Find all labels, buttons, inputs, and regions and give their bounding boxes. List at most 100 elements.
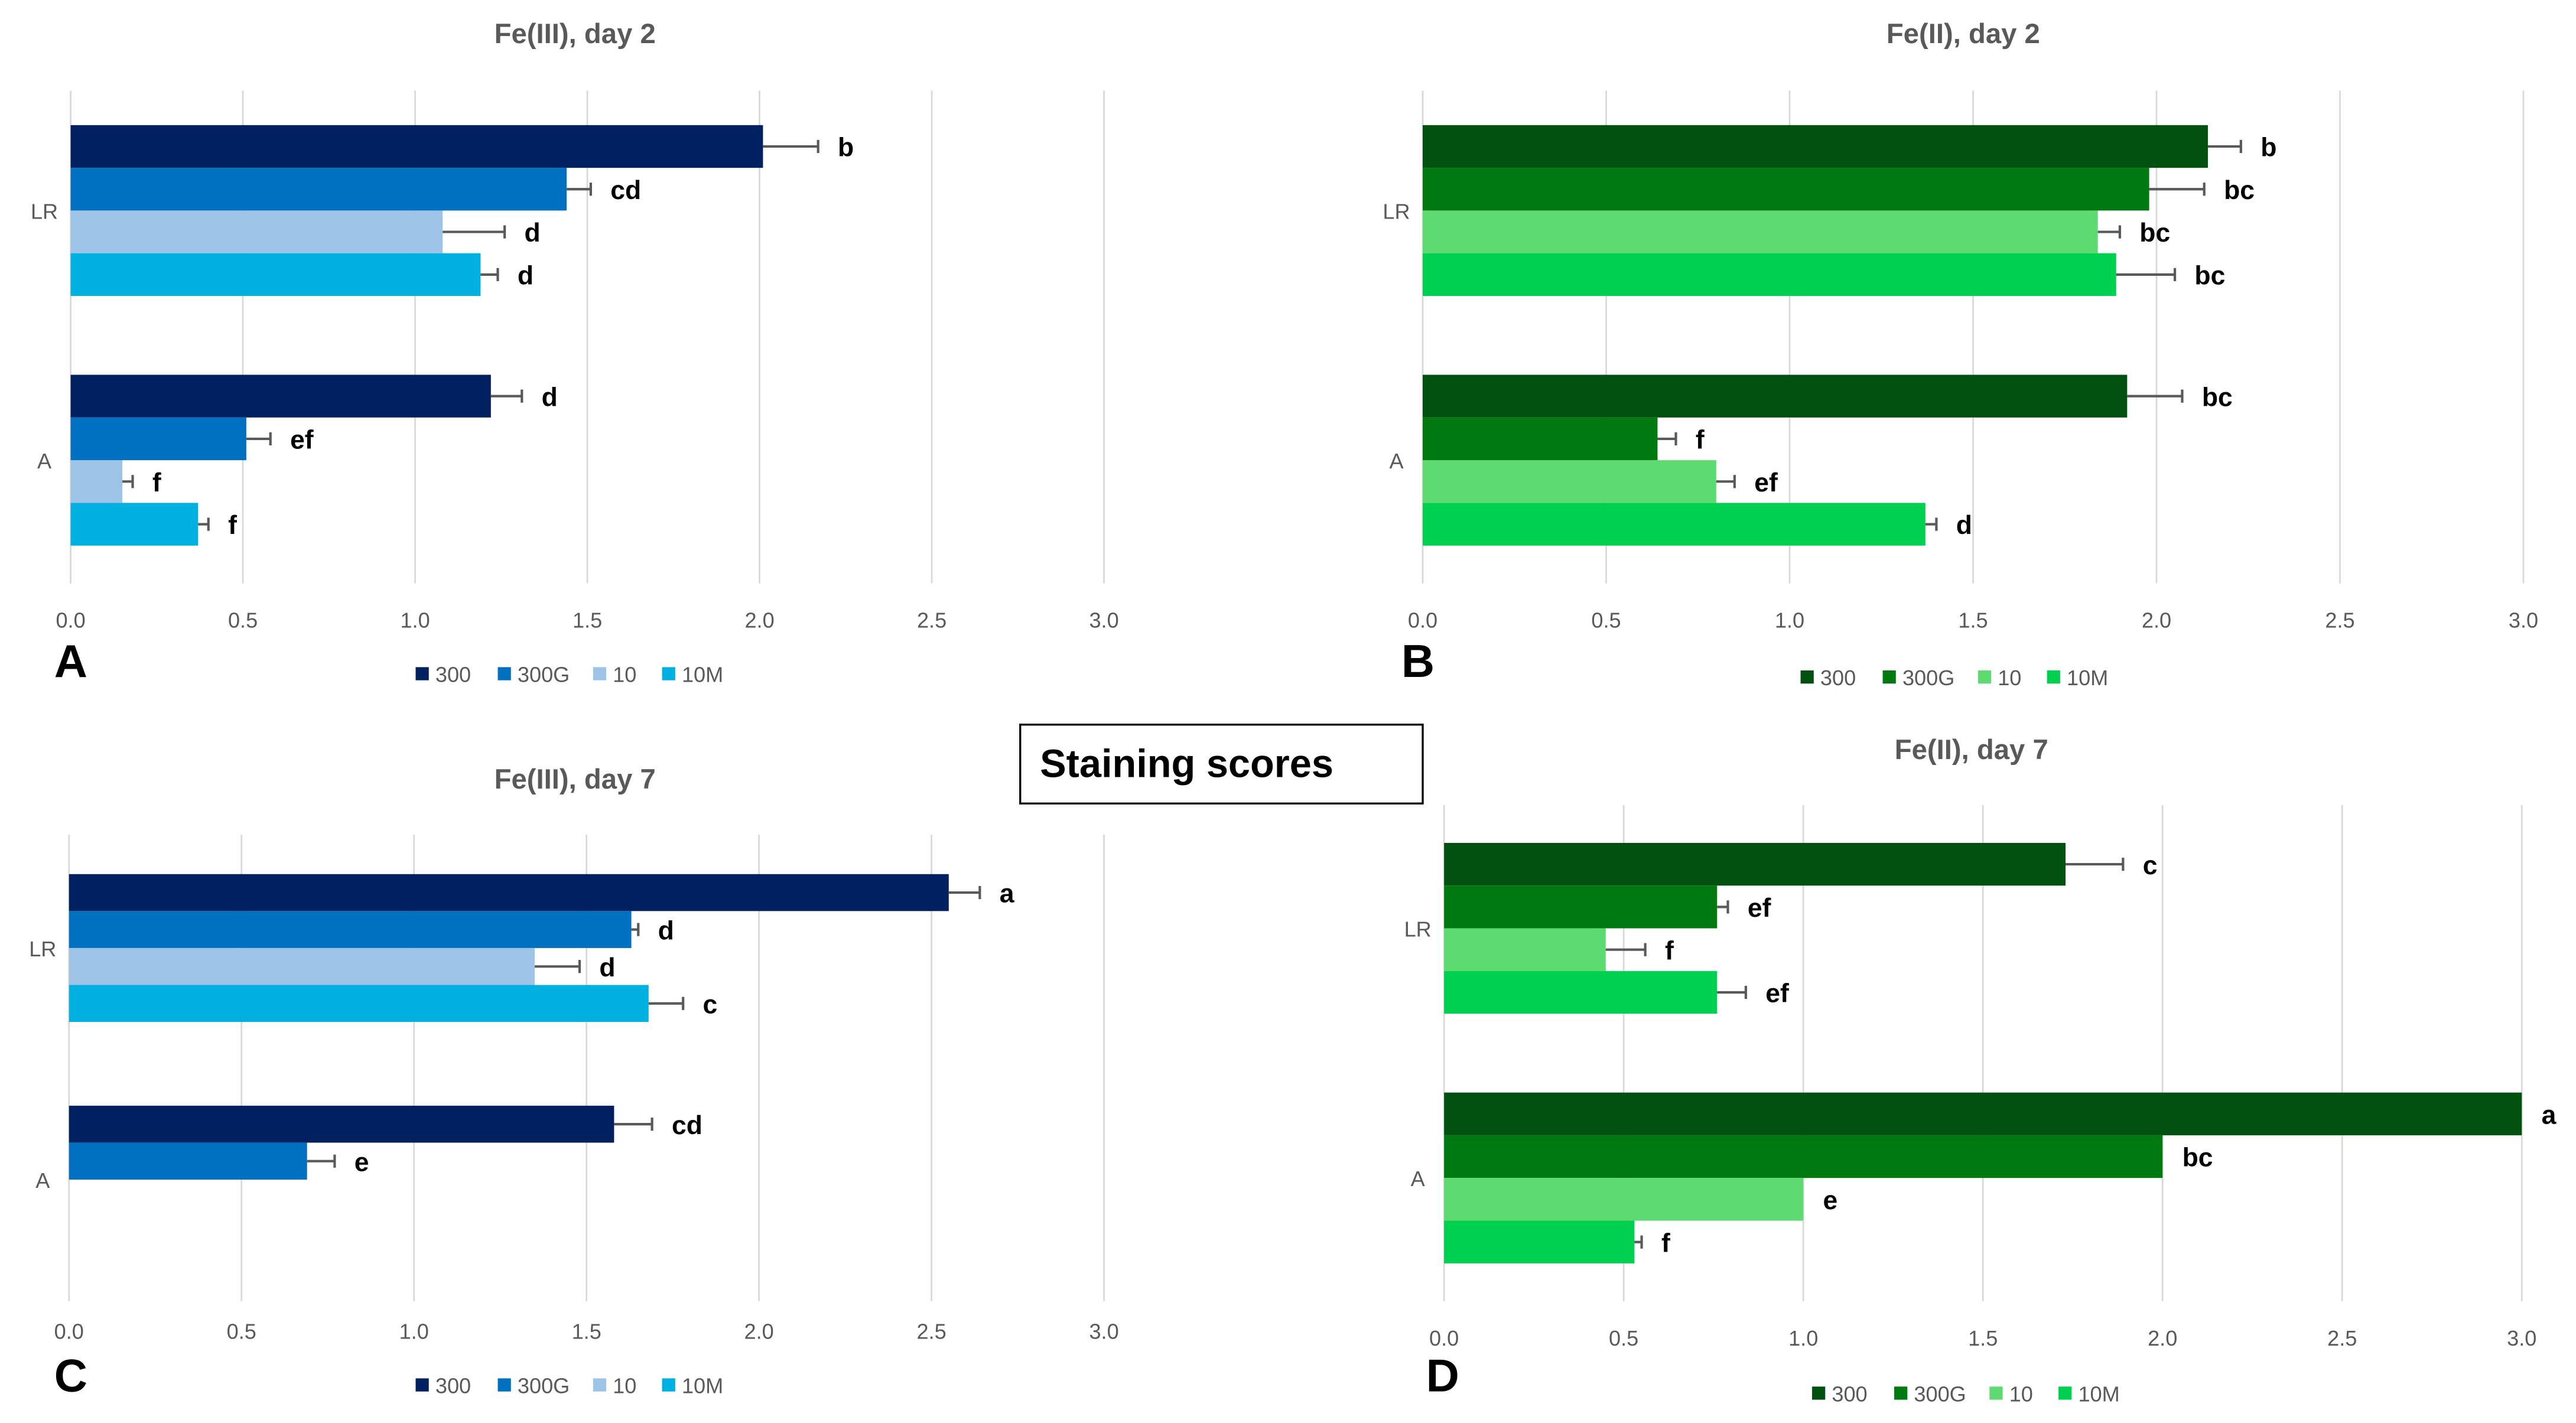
significance-letter: d bbox=[542, 383, 558, 412]
bar-lr-10 bbox=[69, 947, 535, 985]
legend-swatch bbox=[662, 667, 675, 680]
bar-a-300g bbox=[69, 1142, 307, 1180]
bar-a-300g bbox=[1444, 1135, 2163, 1178]
legend: 300 300G 10 10M bbox=[415, 1373, 723, 1398]
legend-swatch bbox=[415, 1378, 429, 1392]
legend: 300 300G 10 10M bbox=[1800, 666, 2108, 690]
x-tick-label: 3.0 bbox=[1089, 1320, 1118, 1344]
bar-a-300g bbox=[70, 417, 246, 461]
bar-lr-300g bbox=[1423, 168, 2149, 211]
legend-label: 10M bbox=[682, 662, 723, 686]
chart-panel-b: Fe(II), day 20.0 0.5 1.0 1.5 2.0 2.5 3.0LRbbcb… bbox=[1383, 18, 2538, 690]
significance-letter: d bbox=[1956, 511, 1972, 540]
x-tick-label: 0.0 bbox=[54, 1320, 84, 1344]
bar-lr-300g bbox=[70, 168, 567, 211]
bar-lr-10m bbox=[1444, 971, 1718, 1014]
legend-label: 10M bbox=[682, 1373, 723, 1398]
bar-lr-10m bbox=[70, 253, 481, 297]
legend: 300 300G 10 10M bbox=[415, 662, 723, 686]
bar-lr-300 bbox=[69, 874, 949, 911]
bar-lr-10m bbox=[1423, 253, 2116, 297]
legend-swatch bbox=[1977, 670, 1992, 684]
significance-letter: ef bbox=[290, 426, 314, 455]
bar-lr-300g bbox=[1444, 885, 1718, 929]
x-tick-label: 1.5 bbox=[573, 608, 602, 633]
legend-label: 300 bbox=[435, 662, 471, 686]
x-tick-label: 2.5 bbox=[917, 608, 947, 633]
panel-letter: A bbox=[54, 636, 87, 687]
x-tick-label: 1.0 bbox=[400, 608, 430, 633]
legend-label: 300 bbox=[1820, 666, 1856, 690]
x-tick-label: 1.0 bbox=[399, 1320, 429, 1344]
significance-letter: ef bbox=[1748, 894, 1771, 923]
x-tick-label: 2.0 bbox=[2148, 1326, 2177, 1350]
category-label: A bbox=[35, 1168, 50, 1193]
x-tick-label: 2.0 bbox=[2142, 608, 2171, 633]
significance-letter: e bbox=[1823, 1186, 1838, 1215]
legend-swatch bbox=[1800, 670, 1814, 684]
chart-title: Fe(II), day 7 bbox=[1895, 734, 2048, 766]
significance-letter: ef bbox=[1765, 979, 1789, 1008]
legend-label: 300 bbox=[1832, 1382, 1867, 1406]
significance-letter: f bbox=[152, 468, 161, 497]
legend: 300 300G 10 10M bbox=[1812, 1382, 2120, 1406]
legend-label: 300 bbox=[435, 1373, 471, 1398]
x-tick-label: 0.5 bbox=[1591, 608, 1621, 633]
significance-letter: d bbox=[518, 262, 534, 291]
bar-lr-10 bbox=[70, 210, 443, 253]
x-tick-label: 2.0 bbox=[744, 1320, 774, 1344]
x-tick-label: 3.0 bbox=[2509, 608, 2538, 633]
significance-letter: d bbox=[658, 916, 674, 945]
legend-label: 10 bbox=[613, 662, 636, 686]
legend-swatch bbox=[2058, 1386, 2072, 1400]
bar-a-10 bbox=[1423, 460, 1716, 503]
significance-letter: cd bbox=[672, 1111, 702, 1140]
x-tick-label: 0.5 bbox=[228, 608, 258, 633]
bar-lr-300g bbox=[69, 911, 632, 948]
category-label: LR bbox=[1404, 917, 1432, 941]
x-tick-label: 0.0 bbox=[1408, 608, 1437, 633]
bar-lr-300 bbox=[1444, 842, 2066, 886]
legend-swatch bbox=[1882, 670, 1896, 684]
chart-title: Fe(II), day 2 bbox=[1887, 18, 2040, 50]
bar-a-10m bbox=[1444, 1220, 1635, 1264]
x-tick-label: 0.5 bbox=[227, 1320, 256, 1344]
significance-letter: c bbox=[703, 990, 718, 1019]
legend-label: 300G bbox=[518, 662, 570, 686]
legend-label: 300G bbox=[518, 1373, 570, 1398]
panel-letter: C bbox=[54, 1351, 87, 1402]
x-tick-label: 1.5 bbox=[1968, 1326, 1998, 1350]
significance-letter: f bbox=[1665, 936, 1674, 965]
x-tick-label: 3.0 bbox=[1089, 608, 1118, 633]
category-label: LR bbox=[1383, 199, 1410, 223]
bar-a-300 bbox=[1423, 375, 2128, 418]
chart-panel-c: Fe(III), day 7 0.0 0.5 1.0 1.5 2.0 2.5 3.0 LR a d d… bbox=[29, 764, 1118, 1401]
legend-swatch bbox=[415, 667, 429, 680]
x-tick-label: 1.0 bbox=[1788, 1326, 1818, 1350]
bar-lr-10m bbox=[69, 985, 649, 1023]
legend-swatch bbox=[662, 1378, 675, 1392]
category-label: LR bbox=[29, 937, 56, 961]
category-label: A bbox=[37, 449, 52, 473]
x-tick-label: 0.5 bbox=[1609, 1326, 1638, 1350]
bar-a-10m bbox=[1423, 503, 1926, 546]
figure-label-box: Staining scores bbox=[1019, 724, 1424, 805]
bar-lr-300 bbox=[1423, 125, 2208, 168]
x-tick-label: 2.5 bbox=[2325, 608, 2354, 633]
bar-a-300 bbox=[1444, 1092, 2522, 1135]
legend-swatch bbox=[497, 667, 511, 680]
legend-swatch bbox=[497, 1378, 511, 1392]
chart-panel-a: Fe(III), day 2 0.0 0.5 1.0 1.5 2.0 2.5 3.0 LR b cd… bbox=[31, 18, 1119, 687]
legend-label: 10 bbox=[1998, 666, 2021, 690]
x-tick-label: 0.0 bbox=[1429, 1326, 1459, 1350]
significance-letter: f bbox=[1696, 426, 1705, 455]
significance-letter: b bbox=[2260, 133, 2276, 162]
chart-title: Fe(III), day 7 bbox=[495, 764, 656, 795]
bar-a-300 bbox=[69, 1105, 614, 1143]
x-tick-label: 1.5 bbox=[1958, 608, 1988, 633]
figure-label: Staining scores bbox=[1040, 743, 1333, 786]
significance-letter: cd bbox=[610, 176, 641, 205]
significance-letter: f bbox=[1661, 1229, 1670, 1258]
x-tick-label: 2.5 bbox=[2327, 1326, 2357, 1350]
